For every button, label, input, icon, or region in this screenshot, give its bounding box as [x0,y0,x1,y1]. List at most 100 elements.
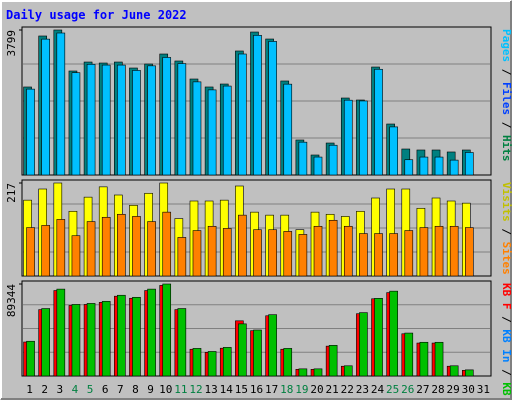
x-tick-label: 23 [356,383,369,396]
x-tick-label: 12 [189,383,202,396]
bar [41,38,50,176]
bar [374,68,383,176]
x-tick-label: 6 [102,383,109,396]
bar [101,301,111,377]
x-tick-label: 2 [41,383,48,396]
bar [434,156,444,176]
legend: KB F / KB In / KB Out [500,283,512,400]
x-tick-label: 3 [57,383,64,396]
x-tick-label: 16 [250,383,263,396]
x-tick-label: 8 [132,383,139,396]
bar [298,234,308,277]
x-tick-label: 13 [204,383,217,396]
bar [192,230,202,277]
x-tick-label: 5 [87,383,94,396]
bar [56,288,66,377]
x-tick-label: 24 [371,383,385,396]
bar [253,329,262,377]
bar [343,99,353,176]
bar [465,369,474,377]
bar [298,368,308,377]
bar [449,365,459,377]
legend-separator: / [500,62,512,82]
legend-entry: Files [500,82,512,115]
bar [253,229,262,277]
bar [465,227,474,277]
bar [419,341,429,377]
bar [222,228,232,277]
bar [268,314,277,377]
bar [404,159,414,176]
bar [268,229,277,277]
x-tick-label: 31 [477,383,490,396]
bar [328,345,338,377]
bar [56,219,66,277]
bar [343,225,353,277]
chart-title: Daily usage for June 2022 [6,8,187,22]
bar [449,225,459,277]
bar [253,35,262,176]
bar [101,64,111,176]
legend-separator: / [500,310,512,330]
bar [192,81,202,176]
bar [71,304,81,377]
bar [86,64,96,176]
x-tick-label: 9 [147,383,154,396]
bar [222,85,232,176]
bar [192,348,202,377]
x-tick-label: 10 [159,383,172,396]
bar [268,41,277,176]
x-tick-label: 22 [341,383,354,396]
bar [343,365,353,377]
bar [359,312,368,377]
bar [86,221,96,277]
bar [26,340,35,377]
bar [238,323,247,377]
bar [313,368,323,377]
x-tick-label: 14 [220,383,234,396]
bar [298,141,308,176]
y-tick-label: 217 [5,183,18,203]
bar [117,213,126,277]
bar [404,230,414,277]
x-tick-label: 17 [265,383,278,396]
bar [419,227,429,277]
legend-separator: / [500,222,512,242]
bar [162,211,172,277]
legend-entry: Visits [500,182,512,222]
bar [71,72,81,176]
bar [359,233,368,277]
bar [313,225,323,277]
bar [56,32,66,176]
bar [238,53,247,176]
bar [177,308,187,377]
bar [132,216,141,277]
bar [389,290,398,377]
x-tick-label: 30 [462,383,475,396]
legend-entry: Pages [500,29,512,62]
bar [132,296,141,377]
bar [162,283,172,377]
legend-separator: / [500,115,512,135]
bar [313,156,323,176]
bar [434,225,444,277]
bar [41,225,50,277]
bar [419,156,429,176]
bar [328,144,338,176]
x-tick-label: 7 [117,383,124,396]
bar [117,64,126,176]
bar [207,351,217,377]
bar [222,347,232,377]
legend-separator: / [500,363,512,383]
bar [374,298,383,377]
bar [26,227,35,277]
bar [71,235,81,277]
bar [449,159,459,176]
legend-entry: Sites [500,242,512,275]
x-tick-label: 20 [310,383,323,396]
bar [177,63,187,176]
bar [328,219,338,277]
